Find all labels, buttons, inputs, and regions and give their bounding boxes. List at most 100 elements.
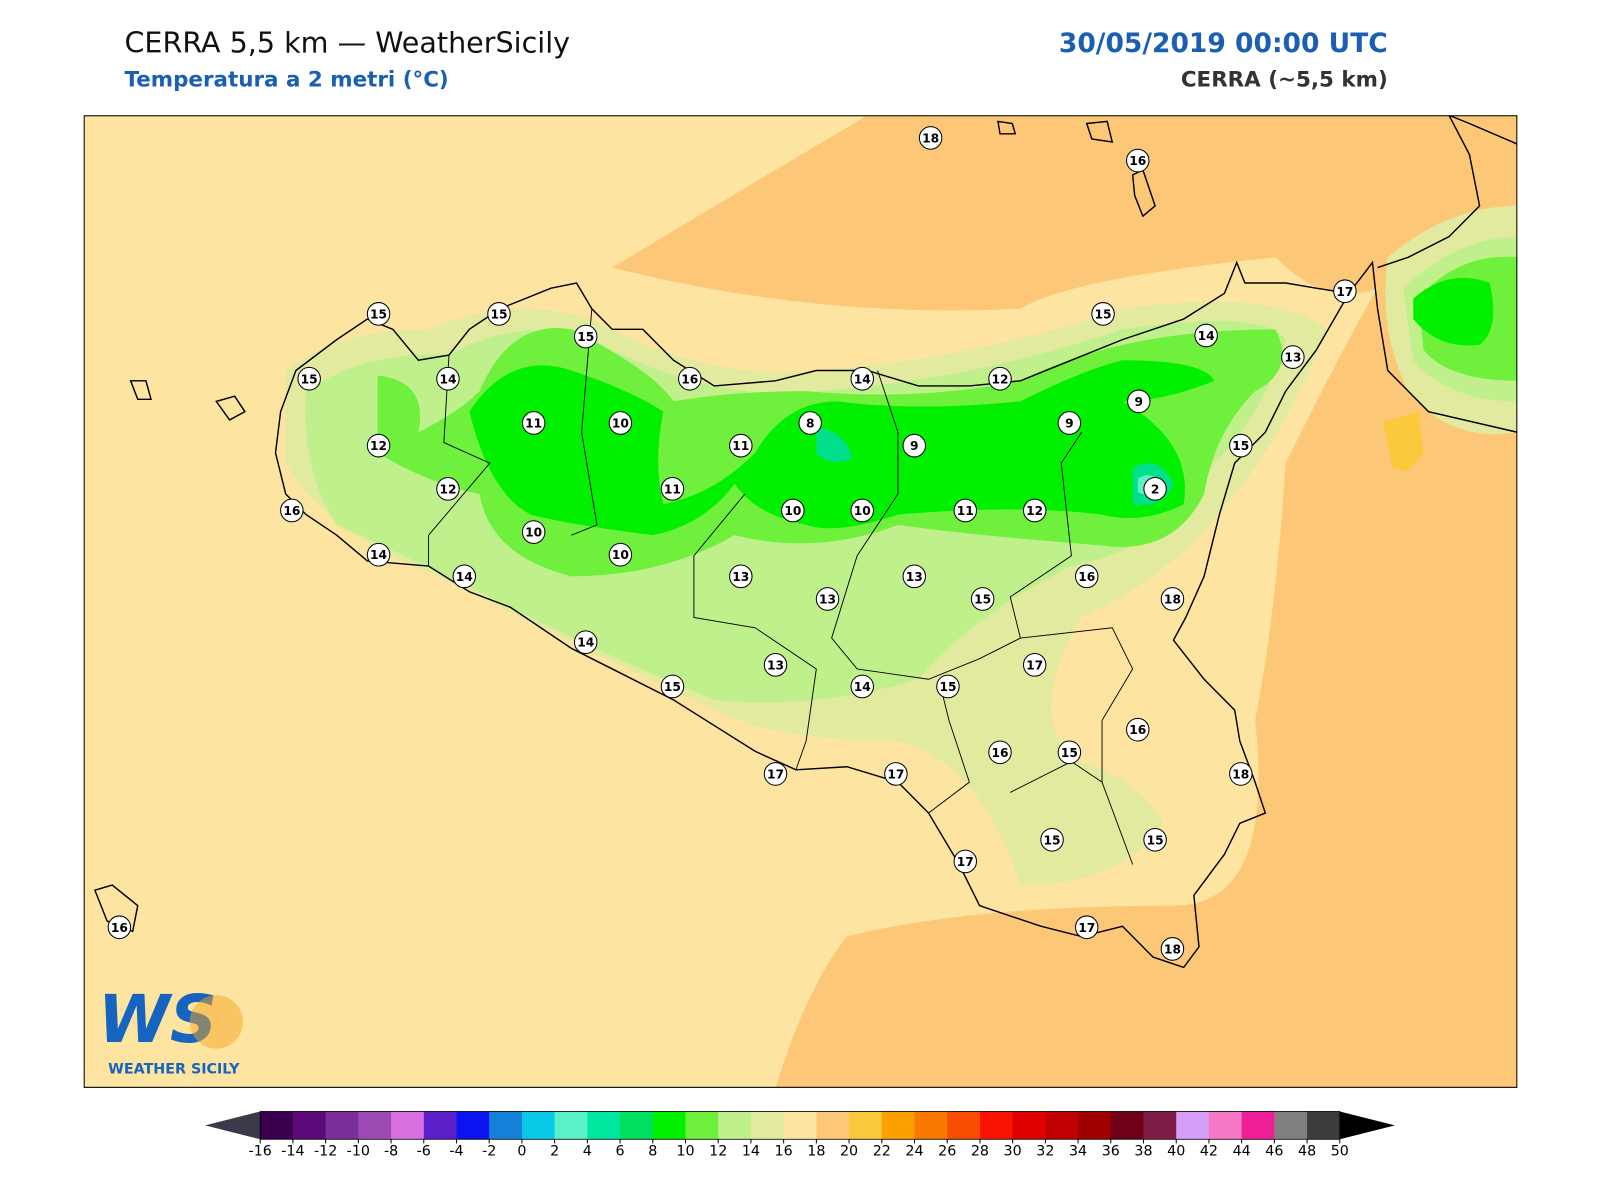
station-marker xyxy=(366,433,391,458)
colorbar-box xyxy=(849,1111,883,1140)
colorbar-box xyxy=(1241,1111,1275,1140)
station-marker xyxy=(521,520,546,544)
station-value: 9 xyxy=(1065,416,1074,430)
station-value: 12 xyxy=(991,372,1008,386)
station-marker xyxy=(1333,279,1357,304)
station-value: 17 xyxy=(887,767,904,781)
colorbar-box xyxy=(652,1111,687,1140)
station-marker xyxy=(953,498,978,523)
station-value: 15 xyxy=(664,680,681,694)
station-marker xyxy=(660,674,685,699)
field-8 xyxy=(1413,277,1494,346)
station-marker xyxy=(850,674,874,699)
station-marker xyxy=(660,477,685,501)
station-value: 18 xyxy=(1164,592,1181,606)
colorbar: -16 -14 -12 -10 -8 -6 -4 -2 0 2 4 6 8 10 12 14 16 18 20 22 2… xyxy=(205,1111,1395,1160)
colorbar-box xyxy=(816,1111,850,1140)
station-marker xyxy=(1040,827,1064,852)
colorbar-tick-label: -6 xyxy=(417,1144,431,1160)
colorbar-tick-label: 20 xyxy=(840,1144,858,1160)
station-marker xyxy=(107,915,132,940)
colorbar-tick-label: -12 xyxy=(314,1144,337,1160)
colorbar-tick-label: -10 xyxy=(347,1144,370,1160)
colorbar-box xyxy=(979,1111,1014,1140)
station-value: 14 xyxy=(370,548,387,562)
colorbar-tick-label: 16 xyxy=(775,1144,793,1160)
colorbar-over xyxy=(1339,1111,1395,1140)
station-marker xyxy=(1194,323,1218,348)
station-value: 11 xyxy=(732,439,749,453)
colorbar-tick-label: -14 xyxy=(281,1144,304,1160)
station-marker xyxy=(1057,411,1082,435)
logo-name: WEATHER SICILY xyxy=(108,1061,240,1077)
station-marker xyxy=(1229,762,1253,786)
station-marker xyxy=(1127,389,1151,414)
station-value: 17 xyxy=(1026,658,1043,672)
station-value: 15 xyxy=(1147,833,1164,847)
station-marker xyxy=(608,411,633,435)
station-marker xyxy=(902,433,927,458)
logo: WS WEATHER SICILY xyxy=(98,982,243,1077)
station-value: 15 xyxy=(1061,746,1078,760)
station-marker xyxy=(436,366,460,391)
station-value: 14 xyxy=(854,372,871,386)
station-marker xyxy=(988,740,1012,765)
station-value: 16 xyxy=(283,504,300,518)
station-marker xyxy=(1126,717,1150,742)
colorbar-tick-label: 18 xyxy=(807,1144,825,1160)
subtitle: Temperatura a 2 metri (°C) xyxy=(124,67,448,92)
colorbar-box xyxy=(1274,1111,1308,1140)
field-20 xyxy=(1382,411,1424,472)
colorbar-tick-label: 36 xyxy=(1102,1144,1120,1160)
province-border xyxy=(428,308,1134,865)
station-value: 16 xyxy=(991,746,1008,760)
colorbar-tick-label: 28 xyxy=(971,1144,989,1160)
station-value: 13 xyxy=(1284,351,1301,365)
colorbar-tick-label: 48 xyxy=(1298,1144,1316,1160)
station-marker xyxy=(936,674,960,699)
colorbar-box xyxy=(391,1111,425,1140)
colorbar-tick-label: 34 xyxy=(1069,1144,1087,1160)
stations: 18 16 15 15 15 17 15 14 13 15 14 16 14 12 9 11 10 8 9 12 11 9… xyxy=(107,126,1357,961)
colorbar-tick-label: -2 xyxy=(482,1144,496,1160)
colorbar-box xyxy=(914,1111,948,1140)
station-value: 16 xyxy=(681,372,698,386)
colorbar-box xyxy=(260,1111,294,1140)
colorbar-under xyxy=(205,1111,261,1140)
colorbar-tick-label: 14 xyxy=(742,1144,760,1160)
station-value: 11 xyxy=(525,416,542,430)
station-value: 15 xyxy=(1044,833,1061,847)
coastline xyxy=(1348,115,1518,433)
station-marker xyxy=(366,542,391,567)
station-value: 15 xyxy=(1232,439,1249,453)
colorbar-box xyxy=(1208,1111,1243,1140)
station-value: 15 xyxy=(1095,307,1112,321)
station-value: 15 xyxy=(490,307,507,321)
colorbar-tick-label: 12 xyxy=(709,1144,727,1160)
station-value: 13 xyxy=(732,570,749,584)
station-value: 11 xyxy=(957,504,974,518)
station-marker xyxy=(521,411,546,435)
station-marker xyxy=(850,498,874,523)
station-marker xyxy=(763,653,788,677)
field-6 xyxy=(816,427,1174,506)
colorbar-box xyxy=(423,1111,458,1140)
colorbar-box xyxy=(587,1111,621,1140)
station-value: 12 xyxy=(439,482,456,496)
colorbar-box xyxy=(1307,1111,1341,1140)
station-marker xyxy=(573,630,598,655)
island xyxy=(93,120,1156,933)
station-value: 14 xyxy=(456,570,473,584)
coastline xyxy=(274,260,1351,969)
colorbar-box xyxy=(554,1111,588,1140)
colorbar-box xyxy=(1012,1111,1046,1140)
colorbar-box xyxy=(521,1111,556,1140)
colorbar-tick-label: 6 xyxy=(616,1144,625,1160)
colorbar-tick-label: 30 xyxy=(1004,1144,1022,1160)
station-marker xyxy=(988,366,1012,391)
station-value: 10 xyxy=(854,504,871,518)
station-marker xyxy=(763,762,788,786)
colorbar-box xyxy=(783,1111,817,1140)
colorbar-tick-label: 24 xyxy=(905,1144,923,1160)
station-marker xyxy=(1281,345,1305,369)
